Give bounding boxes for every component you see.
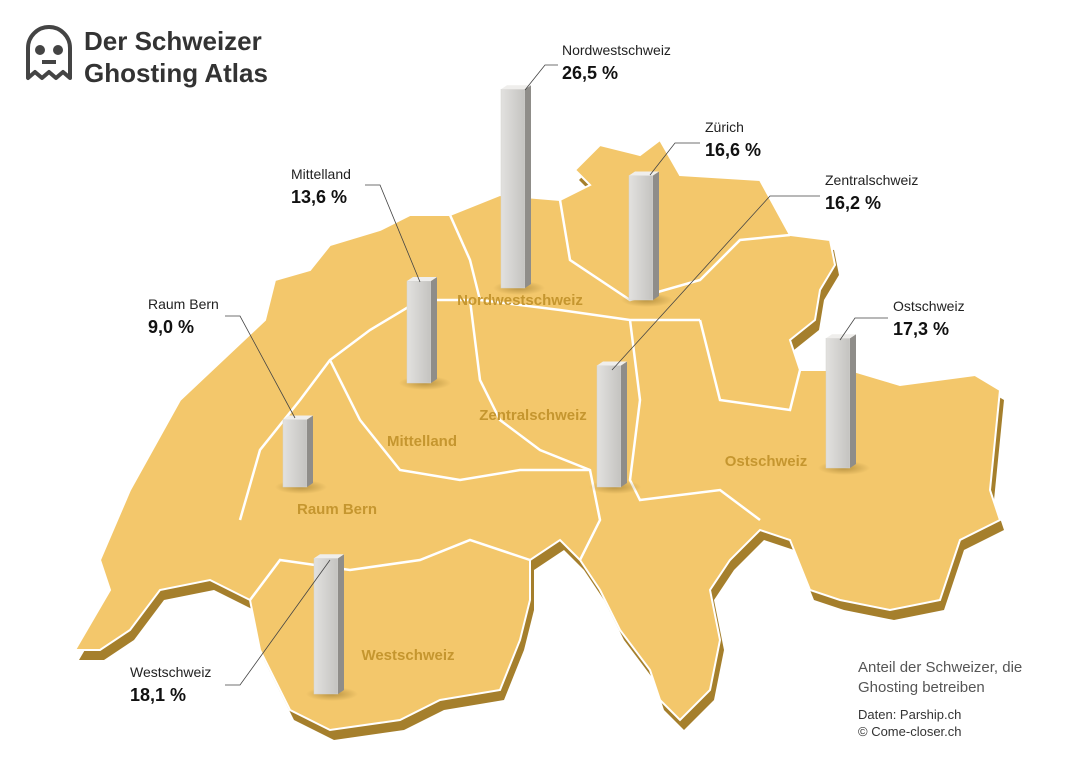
- leader-line: [649, 142, 700, 176]
- bar-side: [653, 171, 659, 300]
- leader-line: [365, 184, 421, 283]
- chart-title: Der Schweizer Ghosting Atlas: [84, 26, 268, 88]
- bar-side: [307, 415, 313, 487]
- category-label: Zürich: [705, 119, 744, 135]
- bar-top: [501, 85, 531, 90]
- value-label: 9,0 %: [148, 317, 194, 337]
- bar: [825, 338, 851, 469]
- region-label: Ostschweiz: [725, 453, 808, 470]
- region-label: Raum Bern: [297, 501, 377, 518]
- bar-side: [621, 361, 627, 487]
- bar-side: [338, 554, 344, 694]
- source: Daten: Parship.ch: [858, 707, 961, 722]
- bar: [282, 419, 308, 488]
- bar: [313, 558, 339, 695]
- bar: [406, 280, 432, 384]
- value-label: 16,6 %: [705, 140, 761, 160]
- category-label: Nordwestschweiz: [562, 42, 671, 58]
- leader-line: [839, 317, 888, 341]
- category-label: Westschweiz: [130, 664, 211, 680]
- category-label: Ostschweiz: [893, 298, 965, 314]
- bar: [500, 89, 526, 289]
- leader-line: [611, 195, 820, 371]
- bar: [596, 365, 622, 488]
- category-label: Zentralschweiz: [825, 172, 918, 188]
- bar-top: [314, 554, 344, 559]
- region-label: Zentralschweiz: [479, 407, 587, 424]
- value-label: 18,1 %: [130, 685, 186, 705]
- bar-side: [525, 85, 531, 288]
- bar: [628, 175, 654, 301]
- region-label: Westschweiz: [361, 647, 454, 664]
- ghost-icon: [26, 25, 72, 80]
- leader-line: [225, 315, 296, 419]
- category-label: Mittelland: [291, 166, 351, 182]
- region-label: Nordwestschweiz: [457, 292, 583, 309]
- value-label: 17,3 %: [893, 319, 949, 339]
- leader-line: [225, 559, 331, 686]
- bar-side: [850, 334, 856, 468]
- leader-line: [524, 64, 558, 91]
- bar-top: [283, 415, 313, 420]
- bar-side: [431, 277, 437, 383]
- bar-top: [597, 361, 627, 366]
- credit: © Come-closer.ch: [858, 724, 962, 739]
- value-label: 16,2 %: [825, 193, 881, 213]
- value-label: 26,5 %: [562, 63, 618, 83]
- value-label: 13,6 %: [291, 187, 347, 207]
- map: [73, 138, 1004, 740]
- bar-top: [826, 334, 856, 339]
- map-body: [73, 138, 1002, 732]
- bar-top: [407, 277, 437, 281]
- category-label: Raum Bern: [148, 296, 219, 312]
- chart-note: Anteil der Schweizer, die Ghosting betrei…: [858, 659, 1022, 696]
- region-label: Mittelland: [387, 433, 457, 450]
